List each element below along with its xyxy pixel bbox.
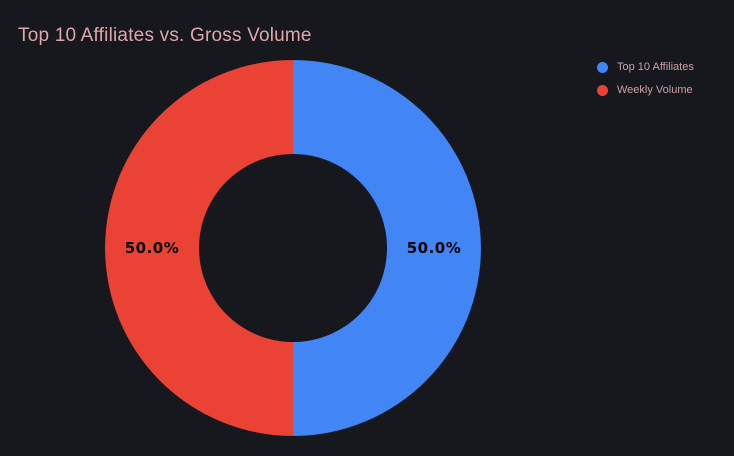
- legend: Top 10 Affiliates Weekly Volume: [597, 59, 694, 98]
- donut-slice-weekly-volume[interactable]: [105, 60, 294, 436]
- donut-slice-top-10-affiliates[interactable]: [293, 60, 481, 436]
- legend-item-weekly-volume[interactable]: Weekly Volume: [597, 82, 694, 98]
- chart-title: Top 10 Affiliates vs. Gross Volume: [18, 25, 312, 46]
- slice-label-top-10-affiliates: 50.0%: [407, 239, 462, 257]
- legend-label: Top 10 Affiliates: [617, 61, 694, 73]
- legend-label: Weekly Volume: [617, 84, 693, 96]
- slice-label-weekly-volume: 50.0%: [125, 239, 180, 257]
- legend-marker-icon: [597, 61, 608, 73]
- legend-marker-icon: [597, 84, 608, 96]
- legend-item-top-10-affiliates[interactable]: Top 10 Affiliates: [597, 59, 694, 75]
